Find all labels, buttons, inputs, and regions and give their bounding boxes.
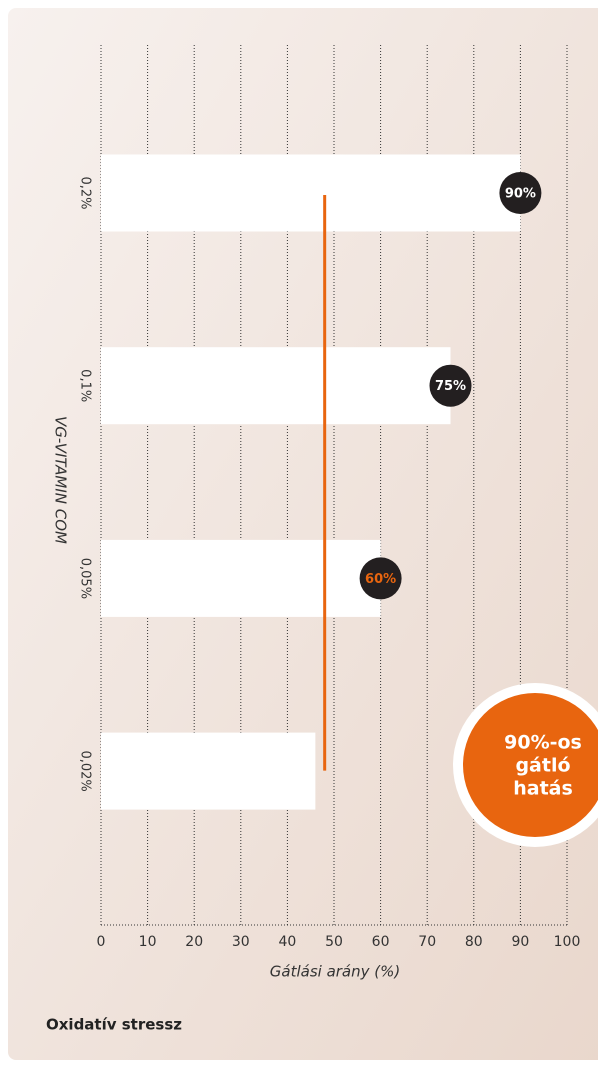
x-tick-label: 40: [278, 934, 296, 950]
callout-text: hatás: [513, 778, 573, 800]
y-tick-label: 0,02%: [78, 750, 93, 791]
value-label: 75%: [435, 379, 466, 394]
x-tick-label: 0: [97, 934, 106, 950]
bar: [101, 154, 521, 232]
x-tick-label: 20: [185, 934, 203, 950]
value-badge: [499, 172, 542, 214]
y-axis-title: VG-VITAMIN COM: [52, 416, 70, 544]
x-tick-label: 50: [325, 934, 343, 950]
y-tick-label: 0,05%: [78, 558, 93, 599]
x-tick-label: 100: [554, 934, 581, 950]
x-axis-title: Gátlási arány (%): [270, 963, 400, 981]
value-label: 60%: [365, 572, 396, 587]
bar: [101, 347, 451, 425]
callout-text: gátló: [515, 755, 570, 777]
y-tick-label: 0,2%: [78, 176, 93, 209]
y-tick-label: 0,1%: [78, 369, 93, 402]
callout-text: 90%-os: [504, 732, 582, 754]
value-badge: [429, 364, 472, 407]
x-tick-label: 10: [139, 934, 157, 950]
x-tick-label: 60: [372, 934, 390, 950]
callout: [463, 693, 598, 837]
chart-title: Oxidatív stressz: [46, 1016, 182, 1034]
value-badge: [359, 557, 402, 600]
x-tick-label: 70: [418, 934, 436, 950]
x-tick-label: 90: [511, 934, 529, 950]
x-tick-label: 80: [465, 934, 483, 950]
bar: [101, 539, 381, 617]
value-label: 90%: [505, 187, 536, 202]
x-tick-label: 30: [232, 934, 250, 950]
bar: [101, 732, 316, 810]
